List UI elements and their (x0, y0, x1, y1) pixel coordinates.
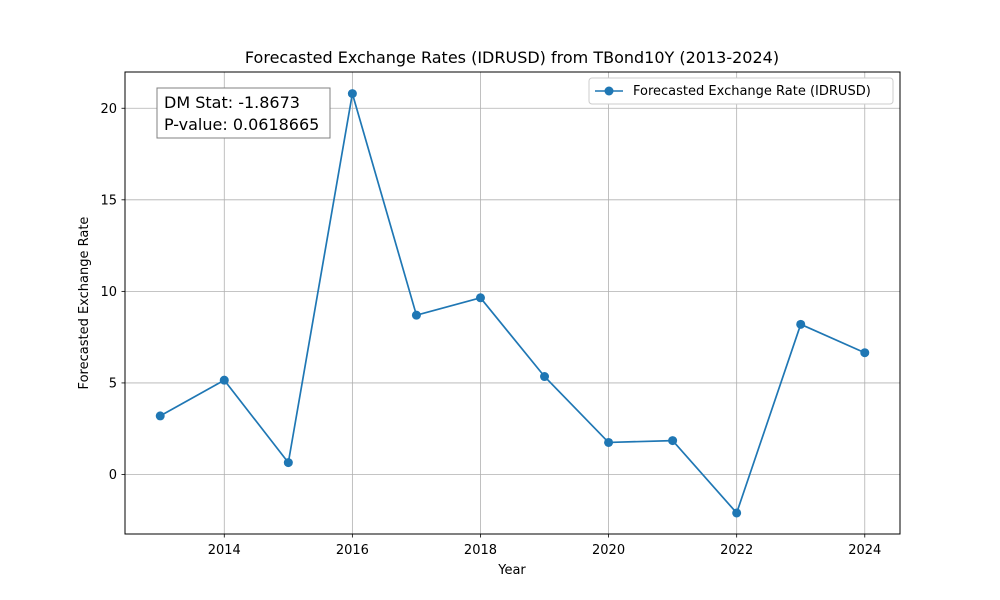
y-axis: 0 5 10 15 20 (100, 102, 125, 483)
x-axis: 2014 2016 2018 2020 2022 2024 (208, 534, 881, 558)
legend: Forecasted Exchange Rate (IDRUSD) (588, 77, 894, 105)
legend-marker-swatch (604, 86, 614, 96)
x-tick-label: 2024 (848, 543, 881, 558)
data-point (475, 293, 485, 303)
data-point (796, 319, 806, 329)
y-tick-label: 5 (109, 376, 117, 391)
legend-label: Forecasted Exchange Rate (IDRUSD) (633, 84, 871, 99)
legend-box (588, 77, 894, 105)
chart-title: Forecasted Exchange Rates (IDRUSD) from … (245, 48, 779, 67)
annotation-box (156, 87, 331, 139)
x-tick-label: 2020 (592, 543, 625, 558)
data-point (347, 89, 357, 99)
data-point (411, 310, 421, 320)
y-axis-label: Forecasted Exchange Rate (77, 217, 92, 390)
x-axis-label: Year (497, 563, 526, 578)
x-tick-label: 2014 (208, 543, 241, 558)
y-tick-label: 20 (100, 102, 117, 117)
stats-annotation: DM Stat: -1.8673 P-value: 0.0618665 (156, 87, 331, 139)
x-tick-label: 2022 (720, 543, 753, 558)
y-tick-label: 0 (109, 468, 117, 483)
data-point (540, 372, 550, 382)
series-layer (155, 89, 870, 518)
grid (125, 72, 900, 534)
plot-frame (124, 71, 901, 535)
data-point (283, 458, 293, 468)
y-tick-label: 10 (100, 285, 117, 300)
data-point (219, 375, 229, 385)
data-point (604, 437, 614, 447)
data-point (155, 411, 165, 421)
x-tick-label: 2016 (336, 543, 369, 558)
series-line (159, 92, 866, 514)
data-point (860, 348, 870, 358)
data-point (732, 508, 742, 518)
annotation-dm-stat: DM Stat: -1.8673 (164, 93, 300, 112)
annotation-p-value: P-value: 0.0618665 (164, 115, 319, 134)
y-tick-label: 15 (100, 193, 117, 208)
data-point (668, 436, 678, 446)
x-tick-label: 2018 (464, 543, 497, 558)
